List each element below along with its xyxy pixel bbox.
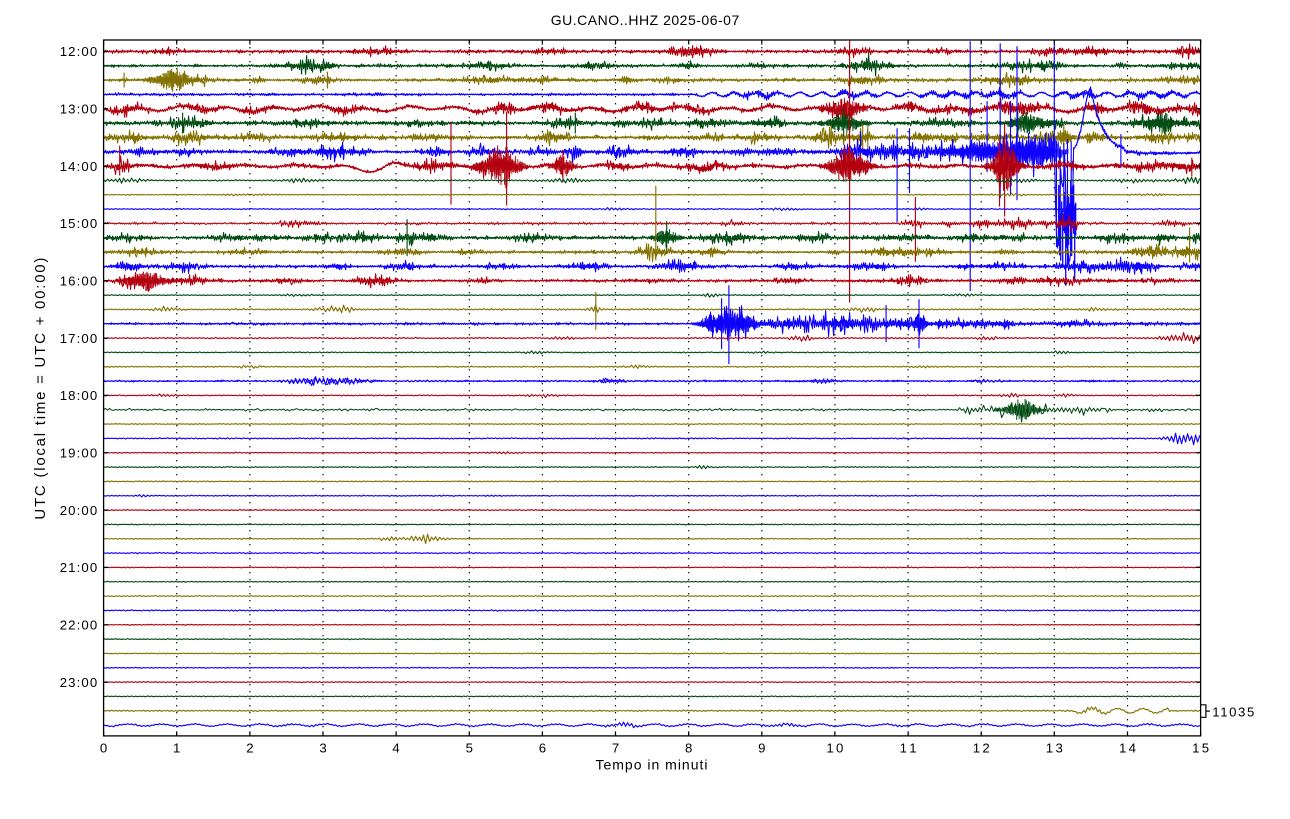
svg-text:5: 5 (466, 741, 473, 756)
svg-text:7: 7 (612, 741, 619, 756)
svg-text:2: 2 (246, 741, 253, 756)
svg-text:21:00: 21:00 (60, 560, 98, 575)
svg-text:16:00: 16:00 (60, 274, 98, 289)
svg-text:Tempo in minuti: Tempo in minuti (596, 757, 708, 773)
svg-text:3: 3 (319, 741, 326, 756)
svg-text:11035: 11035 (1212, 704, 1254, 719)
svg-text:UTC (local time = UTC + 00:00): UTC (local time = UTC + 00:00) (32, 258, 49, 520)
svg-text:4: 4 (392, 741, 399, 756)
svg-text:23:00: 23:00 (60, 675, 98, 690)
svg-text:18:00: 18:00 (60, 388, 98, 403)
svg-text:8: 8 (685, 741, 692, 756)
svg-text:0: 0 (100, 741, 107, 756)
svg-text:17:00: 17:00 (60, 331, 98, 346)
svg-text:GU.CANO..HHZ 2025-06-07: GU.CANO..HHZ 2025-06-07 (551, 12, 740, 28)
svg-text:13:00: 13:00 (60, 102, 98, 117)
svg-text:20:00: 20:00 (60, 503, 98, 518)
svg-text:9: 9 (758, 741, 765, 756)
svg-text:12:00: 12:00 (60, 44, 98, 59)
svg-text:19:00: 19:00 (60, 446, 98, 461)
svg-text:6: 6 (539, 741, 546, 756)
svg-text:22:00: 22:00 (60, 618, 98, 633)
svg-text:15:00: 15:00 (60, 216, 98, 231)
svg-text:14:00: 14:00 (60, 159, 98, 174)
svg-text:1: 1 (173, 741, 180, 756)
